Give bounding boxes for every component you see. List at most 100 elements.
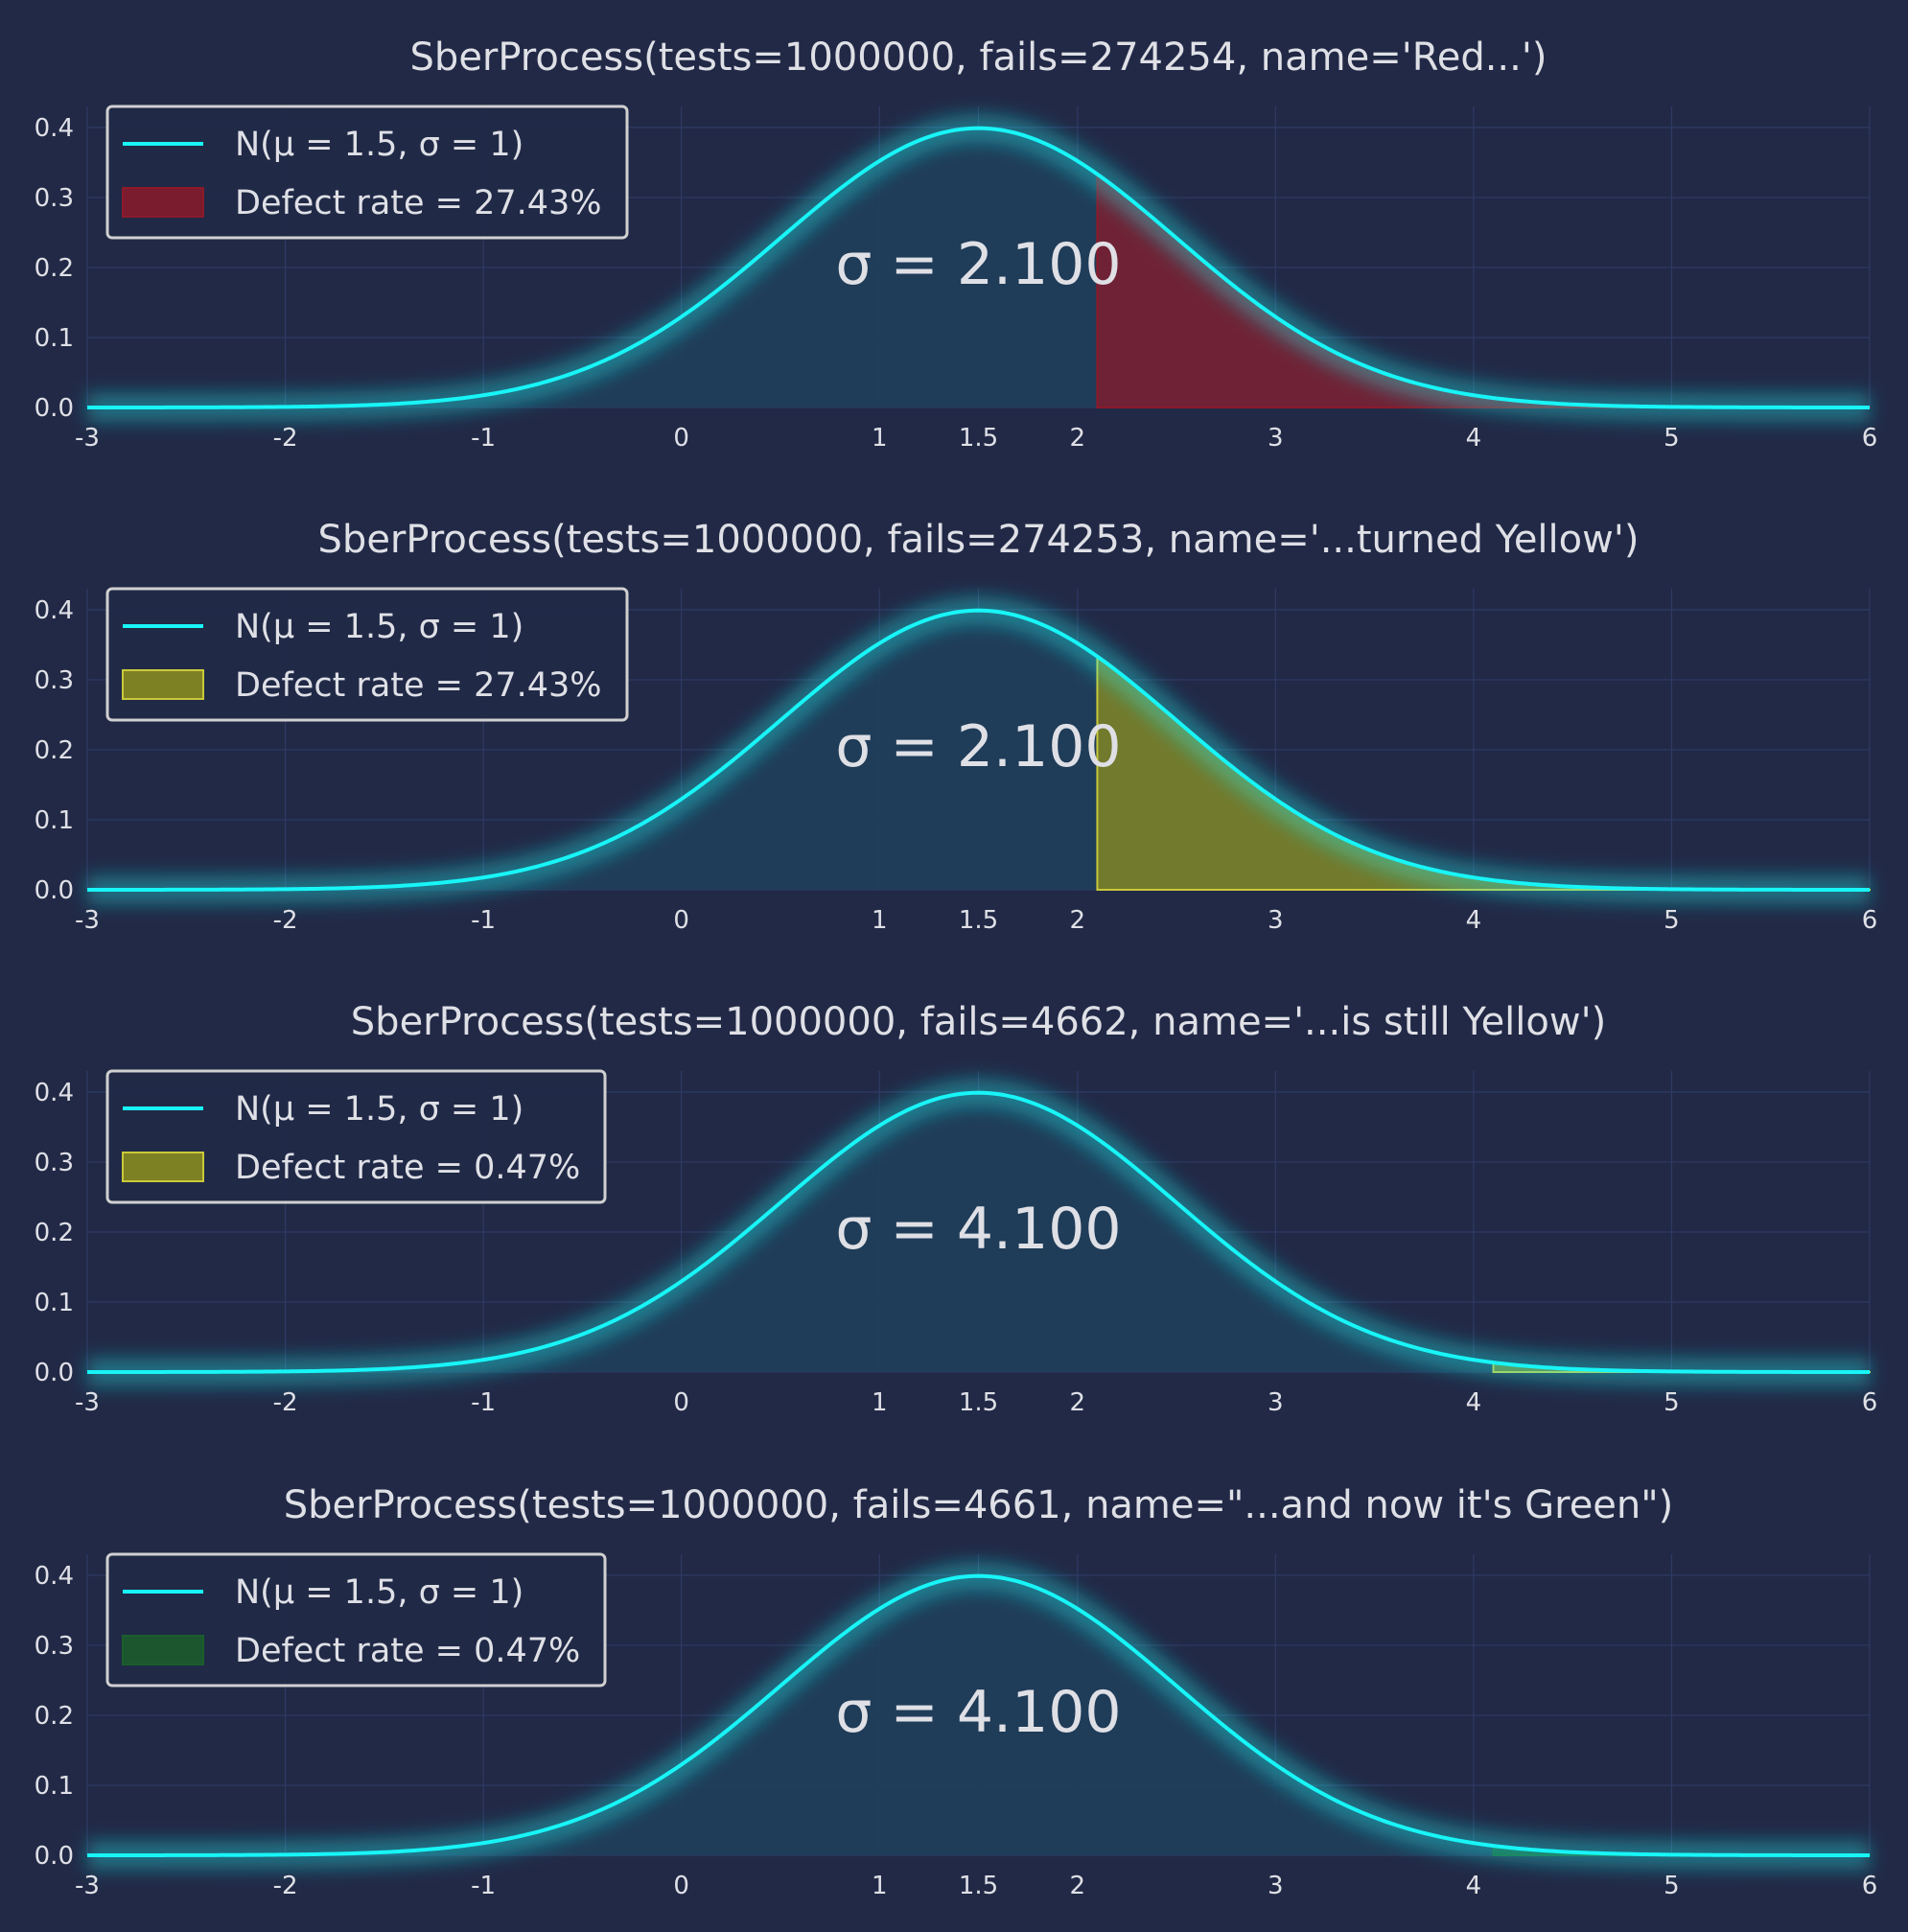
panel-2-defect-area — [1096, 654, 1871, 891]
panel-1-xtick-label: 1 — [872, 424, 888, 453]
panel-4-xtick-label: 1.5 — [959, 1872, 998, 1900]
panel-4-ytick-label: 0.1 — [35, 1772, 74, 1801]
panel-3-sigma-label: σ = 4.100 — [835, 1196, 1121, 1263]
panel-4-ytick-label: 0.3 — [35, 1632, 74, 1661]
panel-4-xtick-label: -1 — [471, 1872, 496, 1900]
panel-1-xtick-label: 0 — [673, 424, 689, 453]
panel-4-xtick-label: 6 — [1862, 1872, 1878, 1900]
panel-1-title: SberProcess(tests=1000000, fails=274254,… — [410, 35, 1547, 80]
panel-4-group: SberProcess(tests=1000000, fails=4661, n… — [35, 1483, 1878, 1900]
panel-3-xtick-label: 5 — [1664, 1388, 1680, 1417]
panel-2-legend-curve-label: N(μ = 1.5, σ = 1) — [235, 608, 524, 646]
panel-4-xtick-label: 0 — [673, 1872, 689, 1900]
panel-3-ytick-label: 0.1 — [35, 1289, 74, 1317]
panel-1-ytick-label: 0.1 — [35, 324, 74, 353]
panel-2-ytick-label: 0.2 — [35, 736, 74, 765]
panel-1-xtick-label: 5 — [1664, 424, 1680, 453]
panel-4-xtick-label: 4 — [1466, 1872, 1482, 1900]
panel-3-curve-line — [87, 1090, 1870, 1374]
panel-1-group: SberProcess(tests=1000000, fails=274254,… — [35, 35, 1878, 453]
panel-2-legend-fill-swatch — [122, 669, 204, 700]
panel-3-xtick-label: -2 — [273, 1388, 298, 1417]
panel-1-ytick-label: 0.2 — [35, 254, 74, 283]
panel-4-xtick-label: 1 — [872, 1872, 888, 1900]
panel-3-xtick-label: 2 — [1070, 1388, 1086, 1417]
panel-1-ytick-label: 0.4 — [35, 114, 74, 143]
panel-3-xtick-label: 3 — [1268, 1388, 1284, 1417]
panel-3-xtick-label: 4 — [1466, 1388, 1482, 1417]
panel-4-legend — [105, 1552, 607, 1688]
panel-1-curve-line — [87, 126, 1870, 409]
panel-4-xtick-label: -3 — [75, 1872, 100, 1900]
panel-1-legend-curve-label: N(μ = 1.5, σ = 1) — [235, 126, 524, 164]
panel-4-xtick-label: 3 — [1268, 1872, 1284, 1900]
panel-1-xtick-label: 4 — [1466, 424, 1482, 453]
panel-2-curve-line — [87, 608, 1870, 892]
panel-3-legend-fill-swatch — [122, 1152, 204, 1182]
panel-2-xtick-label: 4 — [1466, 906, 1482, 935]
panel-4-curve-area — [87, 1575, 1870, 1855]
panel-2-group: SberProcess(tests=1000000, fails=274253,… — [35, 518, 1878, 935]
panel-1-xtick-label: -1 — [471, 424, 496, 453]
panel-3-ytick-label: 0.0 — [35, 1359, 74, 1387]
panel-2-ytick-label: 0.4 — [35, 596, 74, 625]
panel-3-xtick-label: 0 — [673, 1388, 689, 1417]
panel-2-xtick-label: 1 — [872, 906, 888, 935]
panel-4-xtick-label: 5 — [1664, 1872, 1680, 1900]
panel-1-ytick-label: 0.3 — [35, 184, 74, 213]
panel-2-xtick-label: -1 — [471, 906, 496, 935]
panel-4-legend-fill-swatch — [122, 1635, 204, 1665]
panel-1-xtick-label: 2 — [1070, 424, 1086, 453]
panel-1-xtick-label: -3 — [75, 424, 100, 453]
panel-2-sigma-label: σ = 2.100 — [835, 713, 1121, 780]
panel-2-xtick-label: 6 — [1862, 906, 1878, 935]
panel-1-sigma-label: σ = 2.100 — [835, 231, 1121, 298]
panel-3-xtick-label: 1.5 — [959, 1388, 998, 1417]
panel-3-xtick-label: -3 — [75, 1388, 100, 1417]
panel-3-group: SberProcess(tests=1000000, fails=4662, n… — [35, 1000, 1878, 1417]
panel-3-xtick-label: -1 — [471, 1388, 496, 1417]
panel-2-xtick-label: -2 — [273, 906, 298, 935]
panel-2-legend-fill-label: Defect rate = 27.43% — [235, 666, 602, 705]
panel-1-legend-fill-label: Defect rate = 27.43% — [235, 184, 602, 222]
panel-2-xtick-label: 2 — [1070, 906, 1086, 935]
panel-4-legend-fill-label: Defect rate = 0.47% — [235, 1632, 580, 1670]
panel-4-curve-line — [87, 1573, 1870, 1857]
panel-1-curve-area — [87, 128, 1870, 407]
panel-2-legend — [105, 587, 629, 722]
panel-2-ytick-label: 0.3 — [35, 666, 74, 695]
panel-3-legend-curve-label: N(μ = 1.5, σ = 1) — [235, 1090, 524, 1129]
panel-2-title: SberProcess(tests=1000000, fails=274253,… — [318, 518, 1640, 562]
panel-2-xtick-label: 0 — [673, 906, 689, 935]
panel-1-legend-fill-swatch — [122, 187, 204, 218]
panel-3-title: SberProcess(tests=1000000, fails=4662, n… — [351, 1000, 1606, 1044]
panel-2-xtick-label: 1.5 — [959, 906, 998, 935]
panel-3-ytick-label: 0.2 — [35, 1219, 74, 1247]
panel-3-curve-area — [87, 1092, 1870, 1372]
panel-1-xtick-label: 3 — [1268, 424, 1284, 453]
panel-3-xtick-label: 1 — [872, 1388, 888, 1417]
panel-3-legend — [105, 1069, 607, 1204]
panel-4-ytick-label: 0.0 — [35, 1842, 74, 1871]
panel-2-xtick-label: 5 — [1664, 906, 1680, 935]
panel-1-legend — [105, 105, 629, 240]
panel-1-xtick-label: 6 — [1862, 424, 1878, 453]
panel-4-ytick-label: 0.2 — [35, 1702, 74, 1731]
panel-4-ytick-label: 0.4 — [35, 1562, 74, 1591]
panel-2-xtick-label: 3 — [1268, 906, 1284, 935]
panel-4-xtick-label: -2 — [273, 1872, 298, 1900]
panel-1-xtick-label: -2 — [273, 424, 298, 453]
panel-1-xtick-label: 1.5 — [959, 424, 998, 453]
panel-3-ytick-label: 0.4 — [35, 1079, 74, 1107]
panel-3-xtick-label: 6 — [1862, 1388, 1878, 1417]
panel-3-legend-fill-label: Defect rate = 0.47% — [235, 1149, 580, 1187]
panel-2-ytick-label: 0.0 — [35, 876, 74, 905]
panel-4-sigma-label: σ = 4.100 — [835, 1679, 1121, 1746]
panel-2-xtick-label: -3 — [75, 906, 100, 935]
panel-3-ytick-label: 0.3 — [35, 1149, 74, 1177]
panel-1-ytick-label: 0.0 — [35, 394, 74, 423]
panel-2-ytick-label: 0.1 — [35, 806, 74, 835]
panel-2-curve-area — [87, 610, 1870, 890]
panel-1-defect-area — [1096, 172, 1871, 408]
